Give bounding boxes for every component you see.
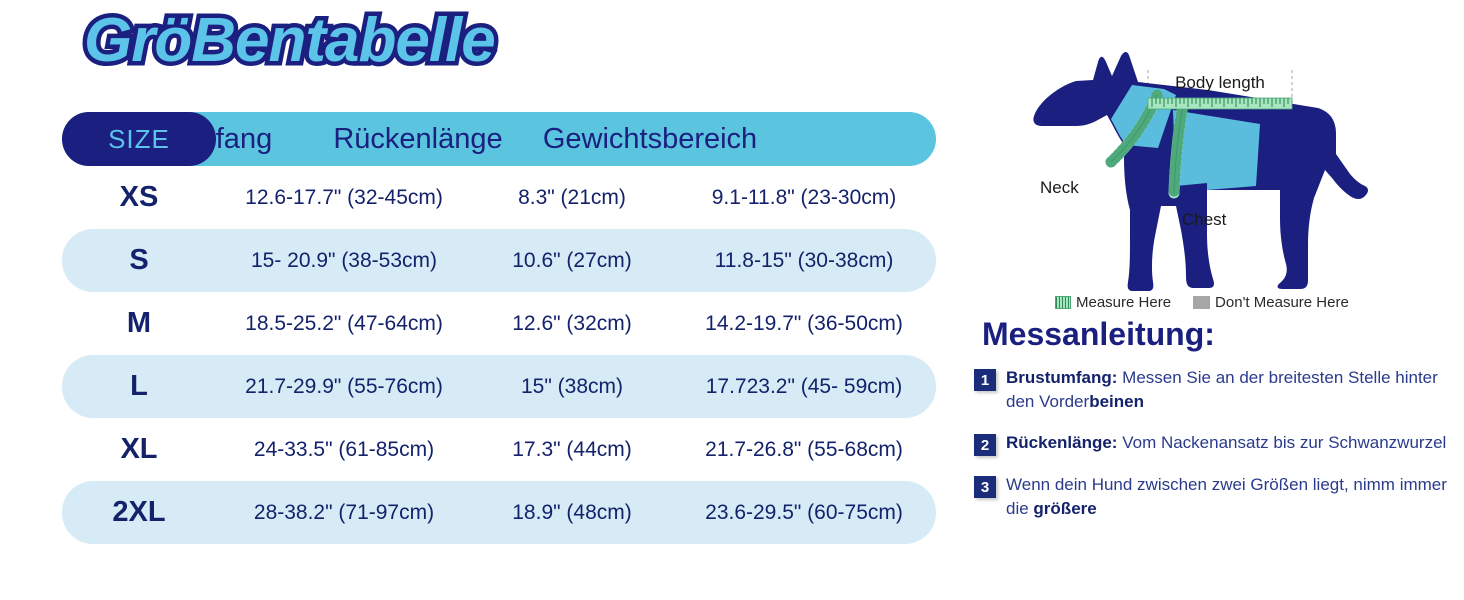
- legend-entry-dont-measure-here: Don't Measure Here: [1193, 294, 1349, 311]
- size-column-header: SIZE: [108, 123, 170, 154]
- instruction-term: Brustumfang:: [1006, 368, 1118, 387]
- cell-chest: 18.5-25.2" (47-64cm): [245, 311, 443, 335]
- instruction-item: 2 Rückenlänge: Vom Nackenansatz bis zur S…: [974, 431, 1456, 457]
- table-row: L 21.7-29.9" (55-76cm) 15" (38cm) 17.723.2"…: [62, 355, 936, 418]
- table-row: 2XL 28-38.2" (71-97cm) 18.9" (48cm) 23.6-29…: [62, 481, 936, 544]
- instruction-emphasis: größere: [1033, 499, 1097, 519]
- cell-size: L: [130, 370, 148, 402]
- instruction-term: Rückenlänge:: [1006, 433, 1118, 453]
- cell-weight: 23.6-29.5" (60-75cm): [705, 500, 903, 524]
- cell-back: 10.6" (27cm): [512, 248, 632, 272]
- instruction-body: Messen Sie an der breitesten Stelle hint…: [1006, 368, 1438, 412]
- cell-weight: 9.1-11.8" (23-30cm): [711, 185, 897, 209]
- size-table: SIZE Brustumfang Rückenlänge Gewichtsber…: [62, 112, 936, 544]
- instruction-text: Brustumfang: Messen Sie an der breiteste…: [1006, 366, 1456, 414]
- instruction-text: Wenn dein Hund zwischen zwei Größen lieg…: [1006, 473, 1456, 521]
- cell-chest: 21.7-29.9" (55-76cm): [245, 374, 443, 398]
- cell-size: XS: [119, 181, 159, 213]
- back-column-header: Rückenlänge: [333, 122, 503, 155]
- size-chart-panel: GröBentabelle SIZE Brustumfang Rückenlän…: [62, 3, 936, 544]
- body-length-label: Body length: [1175, 73, 1265, 92]
- table-row: XS 12.6-17.7" (32-45cm) 8.3" (21cm) 9.1-11.…: [62, 166, 936, 229]
- cell-back: 12.6" (32cm): [512, 311, 632, 335]
- cell-back: 8.3" (21cm): [518, 185, 626, 209]
- measuring-guide-panel: Body length Neck Chest Measure Here Don'…: [960, 0, 1464, 600]
- cell-weight: 21.7-26.8" (55-68cm): [705, 437, 903, 461]
- table-header-row: SIZE Brustumfang Rückenlänge Gewichtsber…: [62, 112, 936, 166]
- chest-label: Chest: [1182, 210, 1227, 229]
- gray-swatch-icon: [1193, 296, 1211, 309]
- legend-label-measure-here: Measure Here: [1076, 294, 1172, 311]
- step-number-badge: 3: [974, 476, 996, 499]
- instruction-text: Rückenlänge: Vom Nackenansatz bis zur Sc…: [1006, 431, 1446, 455]
- cell-chest: 15- 20.9" (38-53cm): [250, 248, 438, 272]
- cell-chest: 28-38.2" (71-97cm): [253, 500, 435, 524]
- instruction-item: 3 Wenn dein Hund zwischen zwei Größen lie…: [974, 473, 1456, 521]
- cell-weight: 17.723.2" (45- 59cm): [705, 374, 903, 398]
- cell-back: 15" (38cm): [521, 374, 623, 398]
- instructions-heading: Messanleitung:: [982, 316, 1215, 352]
- table-row: S 15- 20.9" (38-53cm) 10.6" (27cm) 11.8-15"…: [62, 229, 936, 292]
- cell-weight: 11.8-15" (30-38cm): [714, 248, 894, 272]
- instruction-body: Vom Nackenansatz bis zur Schwanzwurzel: [1117, 433, 1447, 453]
- step-number-badge: 2: [974, 434, 996, 457]
- body-length-ruler: [1147, 97, 1293, 110]
- instruction-body: Wenn dein Hund zwischen zwei Größen lieg…: [1006, 475, 1447, 519]
- cell-back: 17.3" (44cm): [512, 437, 632, 461]
- ruler-swatch-icon: [1055, 296, 1071, 309]
- instruction-emphasis: beinen: [1089, 392, 1144, 412]
- cell-chest: 12.6-17.7" (32-45cm): [245, 185, 443, 209]
- cell-size: M: [126, 307, 152, 339]
- cell-back: 18.9" (48cm): [512, 500, 632, 524]
- legend-entry-measure-here: Measure Here: [1055, 294, 1171, 311]
- weight-column-header: Gewichtsbereich: [542, 122, 758, 155]
- dog-chest-highlight: [1173, 110, 1260, 190]
- table-row: XL 24-33.5" (61-85cm) 17.3" (44cm) 21.7-26.…: [62, 418, 936, 481]
- chest-measure-tape: [1168, 98, 1189, 199]
- instruction-item: 1 Brustumfang: Messen Sie an der breitest…: [974, 366, 1456, 414]
- instructions-list: 1 Brustumfang: Messen Sie an der breitest…: [974, 366, 1456, 539]
- page-title: GröBentabelle: [80, 3, 501, 77]
- table-row: M 18.5-25.2" (47-64cm) 12.6" (32cm) 14.2-19…: [62, 292, 936, 355]
- diagram-legend: Measure Here Don't Measure Here: [1055, 294, 1349, 311]
- neck-label: Neck: [1040, 178, 1079, 197]
- legend-label-dont-measure-here: Don't Measure Here: [1215, 294, 1349, 311]
- cell-chest: 24-33.5" (61-85cm): [253, 437, 435, 461]
- cell-size: XL: [120, 433, 158, 465]
- cell-size: 2XL: [112, 496, 166, 528]
- dog-measurement-diagram: Body length Neck Chest: [980, 38, 1460, 298]
- cell-size: S: [129, 244, 149, 276]
- table-body: XS 12.6-17.7" (32-45cm) 8.3" (21cm) 9.1-11.…: [62, 166, 936, 544]
- step-number-badge: 1: [974, 369, 996, 391]
- size-column-pill: SIZE: [62, 112, 216, 166]
- cell-weight: 14.2-19.7" (36-50cm): [705, 311, 903, 335]
